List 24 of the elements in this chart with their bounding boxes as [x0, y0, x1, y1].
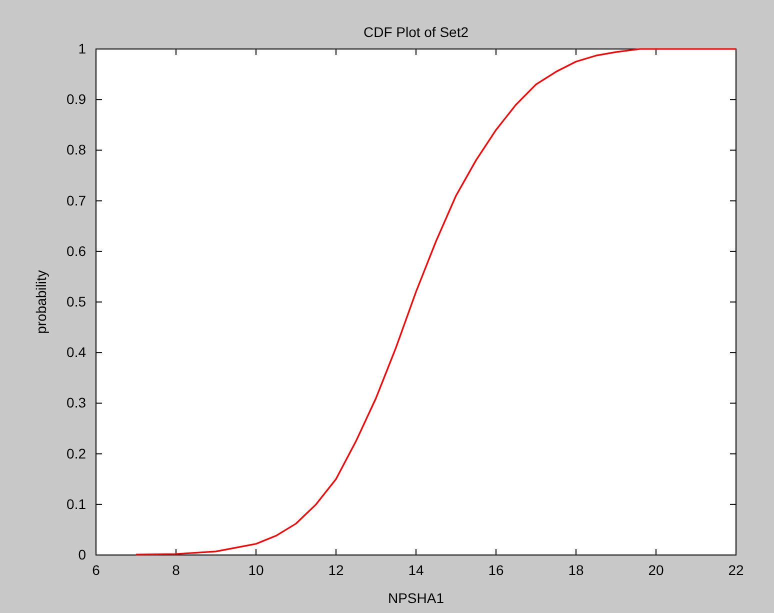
y-tick-label: 0.1 [66, 496, 86, 512]
y-tick-label: 0.3 [66, 394, 86, 411]
x-tick-label: 18 [568, 562, 584, 578]
y-tick-label: 0.4 [66, 344, 86, 360]
chart-title: CDF Plot of Set2 [363, 24, 469, 40]
y-tick-label: 0.8 [66, 142, 86, 158]
y-tick-label: 0.6 [66, 242, 86, 259]
x-tick-label: 20 [648, 562, 664, 578]
y-axis-title: probability [33, 270, 49, 334]
y-tick-label: 0.5 [66, 293, 86, 310]
x-tick-label: 22 [728, 562, 744, 578]
x-tick-label: 10 [248, 562, 264, 578]
x-tick-label: 12 [328, 562, 344, 578]
line-series [135, 48, 737, 556]
y-tick-label: 0.9 [66, 91, 86, 108]
x-axis-title: NPSHA1 [388, 590, 444, 606]
x-tick-label: 6 [92, 562, 100, 578]
y-tick-label: 0 [78, 546, 86, 562]
y-tick-label: 0.7 [66, 192, 86, 208]
y-tick-label: 0.2 [66, 445, 86, 462]
x-tick-label: 16 [488, 562, 504, 578]
x-tick-label: 8 [172, 562, 180, 578]
x-tick-label: 14 [408, 562, 424, 578]
y-tick-label: 1 [78, 40, 86, 56]
